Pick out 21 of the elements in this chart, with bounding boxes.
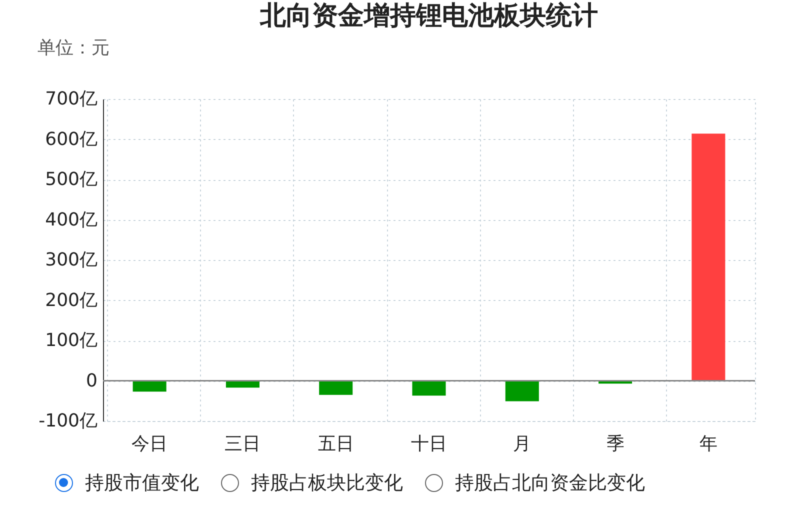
x-tick-label: 三日 xyxy=(224,434,261,454)
text: 持股市值变化 xyxy=(85,471,199,496)
y-tick-label: 600亿 xyxy=(45,128,98,150)
y-tick-label: 700亿 xyxy=(45,88,98,110)
x-tick-label: 十日 xyxy=(411,434,447,454)
y-tick-label: 400亿 xyxy=(45,209,98,230)
text: 持股占板块比变化 xyxy=(251,471,403,496)
x-tick-label: 五日 xyxy=(318,434,354,454)
x-tick-label: 今日 xyxy=(132,434,168,454)
y-tick-label: 100亿 xyxy=(45,330,98,351)
chart-title: 北向资金增持锂电池板块统计 xyxy=(259,1,598,31)
y-axis-title: 单位：元 xyxy=(38,38,110,58)
y-tick-label: 300亿 xyxy=(45,250,98,270)
x-tick-label: 月 xyxy=(513,434,532,454)
x-tick-label: 年 xyxy=(699,434,718,454)
y-tick-label: 500亿 xyxy=(45,169,98,190)
y-tick-label: 200亿 xyxy=(45,290,98,311)
text: 持股占北向资金比变化 xyxy=(455,471,645,496)
x-tick-label: 季 xyxy=(606,434,624,454)
y-tick-label: 0 xyxy=(86,370,98,392)
y-tick-label: -100亿 xyxy=(38,410,98,432)
